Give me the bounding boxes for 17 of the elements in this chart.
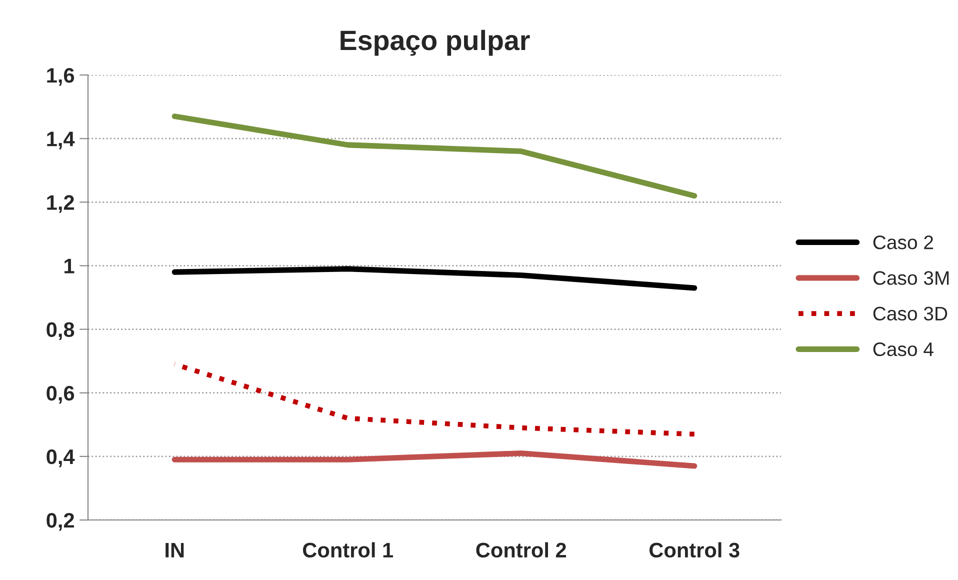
legend-label: Caso 4: [873, 342, 934, 356]
x-tick-label: Control 3: [650, 542, 740, 558]
legend-label: Caso 2: [873, 236, 934, 250]
y-tick-label: 1: [64, 258, 74, 274]
y-tick-label: 0,8: [46, 322, 74, 340]
legend-label: Caso 3D: [873, 306, 948, 321]
y-tick-label: 1,6: [47, 68, 74, 86]
x-tick-label: Control 2: [476, 542, 566, 558]
y-tick-label: 1,4: [47, 132, 75, 150]
y-tick-label: 0,6: [46, 386, 74, 404]
x-tick-label: Control 1: [303, 542, 394, 558]
y-tick-label: 1,2: [47, 195, 74, 213]
legend-label: Caso 3M: [873, 271, 949, 285]
x-tick-label: IN: [166, 542, 184, 558]
chart-title: Espaço pulpar: [340, 30, 530, 56]
y-tick-label: 0,2: [46, 513, 74, 531]
y-tick-label: 0,4: [46, 449, 75, 468]
